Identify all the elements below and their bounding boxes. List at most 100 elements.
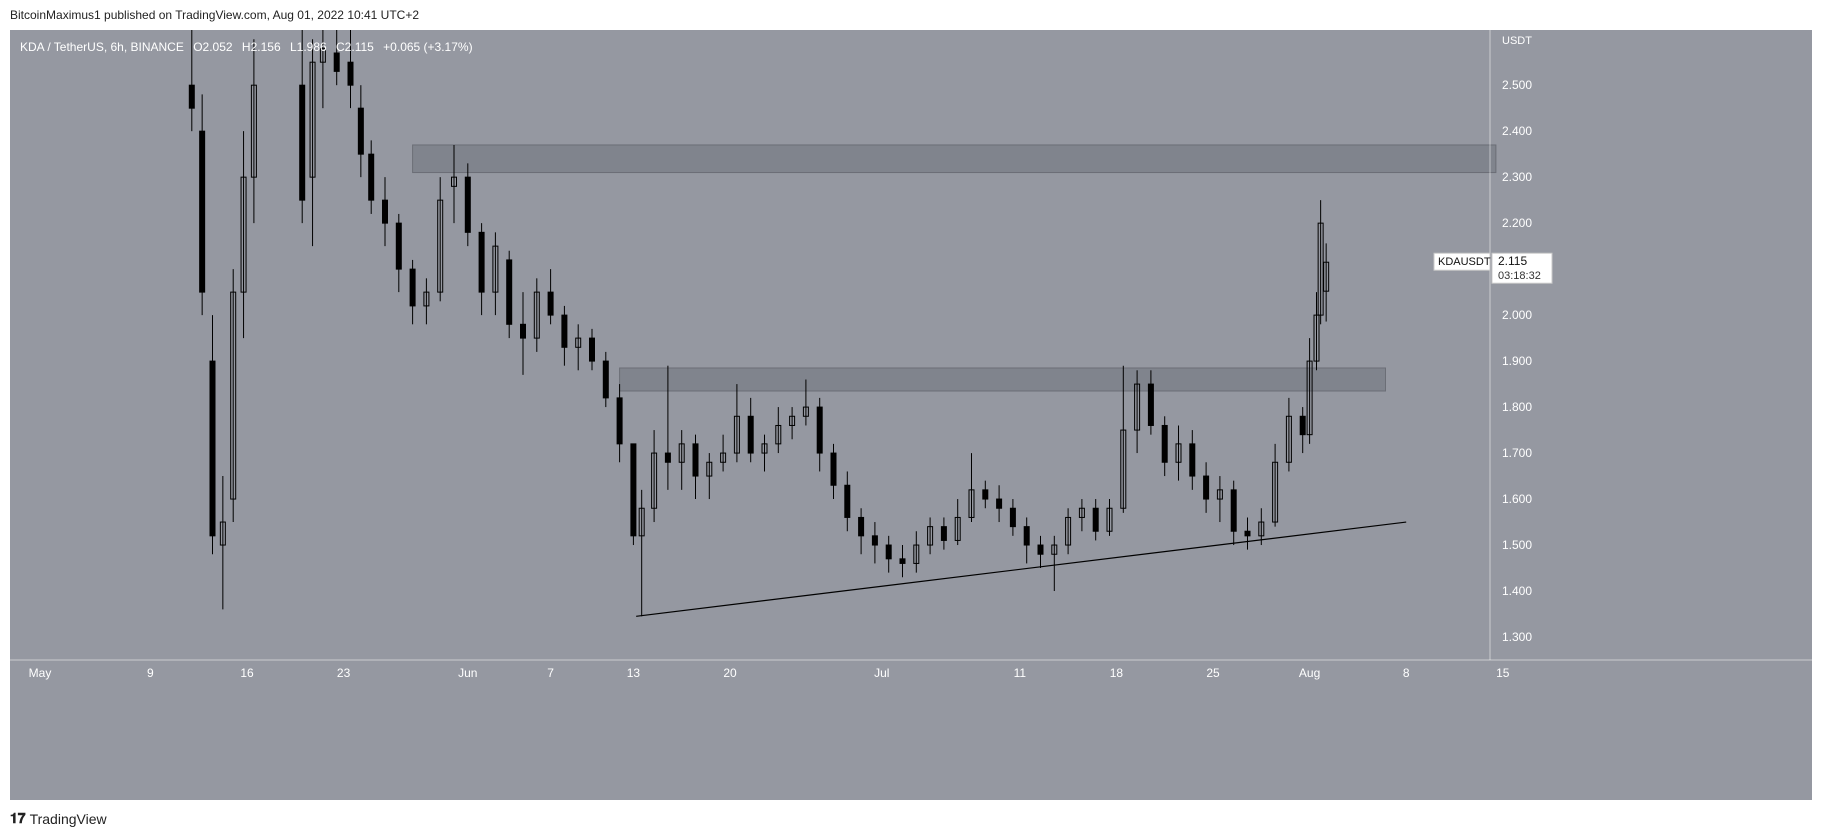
candle-body-6 [250,84,257,178]
x-tick-label: 11 [1014,666,1027,680]
candle-body-50 [871,535,878,546]
candle-body-21 [478,231,485,293]
candle-body-67 [1106,507,1113,532]
candle-body-32 [630,443,637,537]
candle-body-46 [816,406,823,454]
candle-body-10 [333,52,340,72]
footer-brand[interactable]: 𝟏𝟕 TradingView [10,810,107,827]
candle-body-42 [761,443,768,454]
candle-body-71 [1161,424,1168,463]
last-price-label: 2.115 [1498,254,1527,268]
candle-body-81 [1299,415,1306,436]
ohlc-low: L1.986 [289,40,327,54]
x-tick-label: 15 [1496,666,1510,680]
x-tick-label: Jul [874,666,889,680]
candle-body-55 [940,526,947,541]
candle-body-7 [299,84,306,201]
x-tick-label: 7 [547,666,554,680]
candle-body-22 [492,245,499,293]
y-tick-label: 1.700 [1502,446,1532,460]
candle-body-34 [651,452,658,509]
y-tick-label: 2.300 [1502,170,1532,184]
candle-body-31 [616,397,623,445]
resistance-zone-1 [412,144,1497,174]
candle-body-54 [927,526,934,546]
candle-body-40 [733,415,740,454]
candlestick-chart[interactable]: USDT2.5002.4002.3002.2002.1002.0001.9001… [10,16,1812,800]
x-tick-label: 23 [337,666,351,680]
candle-body-41 [747,415,754,454]
candle-body-1 [199,130,206,293]
candle-body-66 [1092,507,1099,532]
candle-body-2 [209,360,216,537]
symbol-tag-label: KDAUSDT [1438,256,1491,268]
x-tick-label: Aug [1299,666,1320,680]
candle-body-72 [1175,443,1182,463]
candle-body-11 [347,61,354,86]
candle-body-63 [1051,544,1058,555]
candle-body-45 [802,406,809,417]
support-trendline [636,521,1407,617]
candle-body-84 [1317,222,1324,316]
candle-body-5 [240,176,247,293]
candle-body-60 [1009,507,1016,528]
x-tick-label: 16 [240,666,254,680]
candle-body-16 [409,268,416,307]
x-tick-label: 13 [627,666,641,680]
candle-body-35 [664,452,671,463]
bar-countdown-label: 03:18:32 [1498,270,1541,282]
candle-body-64 [1065,516,1072,546]
candle-body-62 [1037,544,1044,555]
candle-body-83 [1313,314,1320,362]
y-tick-label: 1.600 [1502,492,1532,506]
candle-body-29 [589,337,595,362]
resistance-zone-2 [619,367,1386,392]
candle-body-76 [1230,489,1237,532]
price-tag-box [1491,252,1553,284]
chart-area[interactable]: USDT2.5002.4002.3002.2002.1002.0001.9001… [10,16,1812,800]
candle-body-19 [451,176,457,187]
tradingview-logo-icon: 𝟏𝟕 [10,810,26,826]
candle-body-14 [382,199,388,224]
candle-body-75 [1216,489,1223,500]
candle-body-56 [954,516,961,541]
footer-brand-label: TradingView [29,810,107,827]
candle-body-3 [219,521,226,546]
ohlc-change: +0.065 (+3.17%) [383,40,473,54]
symbol-info: KDA / TetherUS, 6h, BINANCE O2.052 H2.15… [20,40,479,54]
candle-body-73 [1189,443,1196,477]
x-tick-label: May [29,666,52,680]
symbol-title[interactable]: KDA / TetherUS, 6h, BINANCE [20,40,184,54]
candle-body-24 [520,323,526,339]
y-tick-label: 1.500 [1502,538,1532,552]
candle-body-37 [692,443,699,477]
candle-body-0 [188,84,195,109]
candle-body-12 [357,107,364,155]
candle-body-9 [319,47,326,63]
candle-body-82 [1306,360,1313,436]
candle-body-69 [1134,383,1141,431]
publisher-header: BitcoinMaximus1 published on TradingView… [10,8,420,22]
ohlc-close: C2.115 [336,40,374,54]
candle-body-48 [844,484,851,518]
candle-body-15 [395,222,402,270]
candle-body-74 [1203,475,1210,500]
x-tick-label: Jun [458,666,477,680]
y-tick-label: 1.400 [1502,584,1532,598]
y-tick-label: 1.800 [1502,400,1532,414]
candle-body-27 [561,314,568,348]
candle-body-68 [1120,429,1127,509]
x-tick-label: 8 [1403,666,1410,680]
candle-body-25 [533,291,540,339]
candle-body-80 [1285,415,1292,463]
y-axis-unit: USDT [1502,35,1532,47]
candle-body-65 [1078,507,1085,518]
x-tick-label: 9 [147,666,154,680]
candle-body-30 [602,360,609,399]
y-tick-label: 2.400 [1502,124,1532,138]
x-tick-label: 25 [1206,666,1220,680]
y-tick-label: 2.000 [1502,308,1532,322]
candle-body-39 [720,452,727,463]
y-tick-label: 2.500 [1502,78,1532,92]
candle-body-17 [423,291,430,307]
